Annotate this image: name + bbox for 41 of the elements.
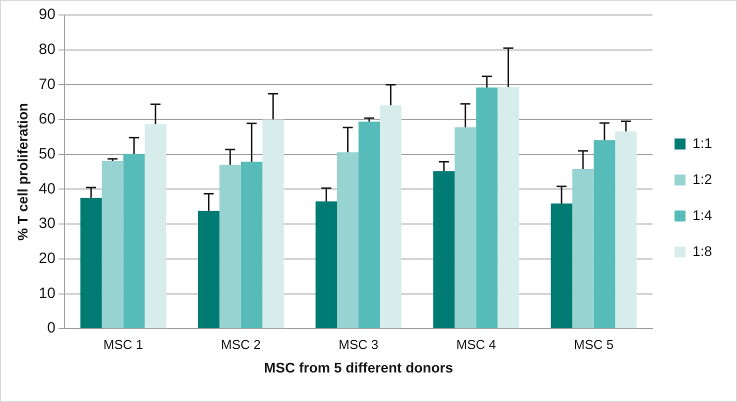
x-tick-label: MSC 3 bbox=[338, 336, 378, 352]
bar bbox=[219, 164, 241, 328]
y-tick-label: 90 bbox=[38, 6, 56, 24]
bar bbox=[433, 171, 455, 328]
y-tick-label: 50 bbox=[38, 146, 56, 163]
bar bbox=[262, 120, 284, 328]
bar bbox=[198, 210, 220, 328]
x-tick-label: MSC 1 bbox=[103, 336, 144, 352]
legend-label: 1:2 bbox=[692, 170, 712, 187]
y-tick-label: 10 bbox=[38, 284, 56, 302]
bar bbox=[380, 105, 402, 328]
y-tick-label: 30 bbox=[38, 215, 56, 232]
bar bbox=[337, 152, 359, 328]
bar bbox=[498, 87, 520, 328]
x-tick-label: MSC 2 bbox=[221, 336, 261, 352]
bar bbox=[550, 204, 572, 328]
bar bbox=[615, 131, 637, 328]
legend-label: 1:8 bbox=[692, 242, 712, 259]
bar bbox=[144, 124, 166, 328]
legend-label: 1:1 bbox=[692, 134, 712, 151]
bar bbox=[454, 127, 476, 328]
bar bbox=[123, 154, 145, 328]
x-tick-label: MSC 5 bbox=[574, 336, 614, 352]
y-tick-label: 40 bbox=[38, 180, 56, 198]
y-axis-title: % T cell proliferation bbox=[14, 102, 30, 241]
legend-label: 1:4 bbox=[692, 206, 712, 223]
x-axis-title: MSC from 5 different donors bbox=[264, 359, 454, 376]
bar bbox=[316, 201, 338, 328]
y-tick-label: 0 bbox=[47, 320, 56, 337]
y-tick-label: 20 bbox=[38, 250, 56, 268]
bar bbox=[240, 162, 262, 328]
bar bbox=[572, 169, 594, 328]
bar bbox=[594, 140, 616, 328]
x-tick-label: MSC 4 bbox=[456, 336, 496, 352]
y-tick-label: 70 bbox=[38, 76, 56, 93]
bar bbox=[80, 198, 102, 328]
y-tick-label: 60 bbox=[38, 110, 56, 128]
bar bbox=[358, 122, 380, 328]
bar bbox=[102, 161, 124, 328]
y-tick-label: 80 bbox=[38, 40, 56, 58]
bar bbox=[476, 87, 498, 328]
